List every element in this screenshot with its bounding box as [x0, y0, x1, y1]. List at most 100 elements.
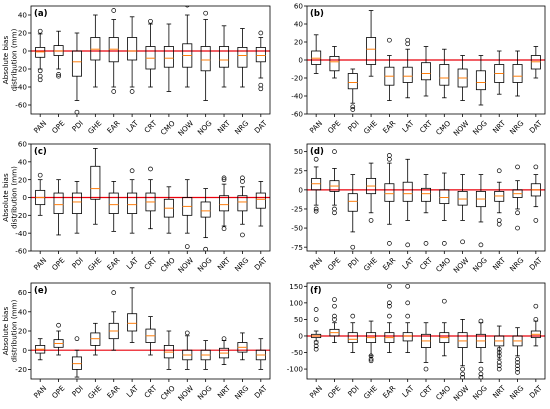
iqr-box — [237, 47, 248, 68]
iqr-box — [402, 332, 413, 342]
plot-area — [31, 148, 270, 251]
outlier-point — [515, 363, 520, 369]
iqr-box — [402, 66, 413, 83]
outlier-point — [405, 313, 411, 319]
outlier-point — [496, 366, 502, 372]
outlier-point — [56, 73, 61, 79]
x-tick-label: NOW — [451, 119, 470, 138]
iqr-box — [200, 46, 211, 72]
y-tick-label: -20 — [15, 211, 27, 220]
outlier-point — [148, 18, 153, 24]
x-tick-label: GHE — [362, 118, 380, 136]
y-tick-label: 40 — [294, 20, 304, 29]
panel-label: (a) — [34, 9, 48, 19]
outlier-point — [37, 28, 43, 34]
x-tick-label: DAT — [252, 118, 269, 135]
iqr-box — [219, 46, 230, 68]
outlier-point — [405, 37, 411, 43]
outlier-point — [478, 371, 484, 377]
iqr-box — [127, 192, 138, 214]
outlier-point — [496, 363, 502, 369]
x-tick-label: NOG — [196, 256, 214, 274]
box-nrt — [494, 50, 505, 95]
plot-area — [307, 149, 545, 250]
outlier-point — [460, 374, 465, 379]
y-tick-label: -40 — [15, 83, 27, 92]
iqr-box — [163, 46, 174, 68]
x-tick-label: NRT — [491, 383, 508, 400]
x-tick-label: OPE — [50, 255, 67, 272]
iqr-box — [347, 73, 358, 90]
outlier-point — [37, 172, 43, 178]
outlier-point — [258, 30, 264, 36]
outlier-point — [441, 298, 447, 304]
y-tick-label: -50 — [291, 348, 303, 357]
box-lat — [127, 168, 138, 234]
box-nrg — [237, 175, 248, 238]
x-tick-label: OPE — [50, 383, 67, 400]
x-tick-label: NOG — [471, 384, 489, 402]
outlier-point — [56, 322, 61, 328]
outlier-point — [460, 239, 465, 245]
outlier-point — [74, 336, 80, 342]
box-pdi — [71, 181, 82, 234]
y-tick-label: 40 — [18, 157, 28, 166]
outlier-point — [441, 241, 447, 246]
box-ghe — [366, 320, 377, 364]
outlier-point — [240, 179, 245, 184]
box-crt — [145, 316, 156, 356]
x-tick-label: NOW — [451, 384, 470, 403]
y-tick-label: 20 — [18, 175, 28, 184]
outlier-point — [496, 353, 502, 359]
box-nog — [200, 340, 211, 370]
outlier-point — [203, 246, 209, 251]
outlier-point — [332, 303, 337, 309]
x-tick-label: EAR — [105, 384, 122, 401]
x-tick-label: DAT — [252, 255, 269, 272]
iqr-box — [402, 181, 413, 202]
x-tick-label: NOG — [471, 256, 489, 274]
y-axis-label: Absolute biasdistribution (mm) — [1, 166, 18, 229]
panel-c: -60 -40 -20 0 20 40 60 PAN OPE PDI GHE EAR LAT CRT CMO… — [1, 140, 271, 275]
outlier-point — [37, 77, 43, 83]
outlier-point — [478, 242, 484, 248]
x-tick-label: NRT — [491, 255, 508, 272]
x-tick-label: NOW — [451, 256, 470, 275]
outlier-point — [313, 346, 319, 352]
outlier-point — [111, 89, 117, 94]
outlier-point — [533, 164, 539, 170]
outlier-point — [184, 244, 190, 249]
x-tick-label: LAT — [400, 383, 416, 399]
box-dat — [530, 303, 541, 347]
y-tick-label: -60 — [291, 110, 303, 119]
y-tick-label: 50 — [294, 147, 304, 156]
iqr-box — [439, 64, 450, 86]
y-tick-label: 0 — [22, 47, 27, 56]
outlier-point — [515, 360, 520, 365]
outlier-point — [368, 353, 374, 359]
x-tick-label: GHE — [86, 255, 104, 273]
box-ope — [329, 149, 340, 216]
panel-e: -20 0 20 40 60 PAN OPE PDI GHE EAR LAT CRT CMO NOW NOG… — [1, 282, 271, 403]
panel-label: (c) — [34, 147, 47, 157]
x-tick-label: PAN — [308, 384, 324, 400]
outlier-point — [313, 206, 319, 212]
outlier-point — [405, 283, 411, 289]
box-now — [457, 174, 468, 245]
box-nrg — [237, 28, 248, 88]
x-tick-label: NRT — [216, 383, 233, 400]
outlier-point — [313, 343, 319, 349]
outlier-point — [350, 104, 356, 110]
y-tick-label: 0 — [22, 346, 27, 355]
box-ope — [53, 322, 64, 356]
x-tick-label: OPE — [50, 118, 67, 135]
y-tick-label: 0 — [298, 185, 303, 194]
outlier-point — [533, 303, 539, 309]
y-tick-label: 100 — [289, 298, 303, 307]
y-tick-label: 150 — [289, 282, 303, 291]
box-ope — [329, 297, 340, 343]
box-nog — [475, 55, 486, 106]
x-tick-label: NOG — [196, 119, 214, 137]
outlier-point — [111, 290, 117, 295]
